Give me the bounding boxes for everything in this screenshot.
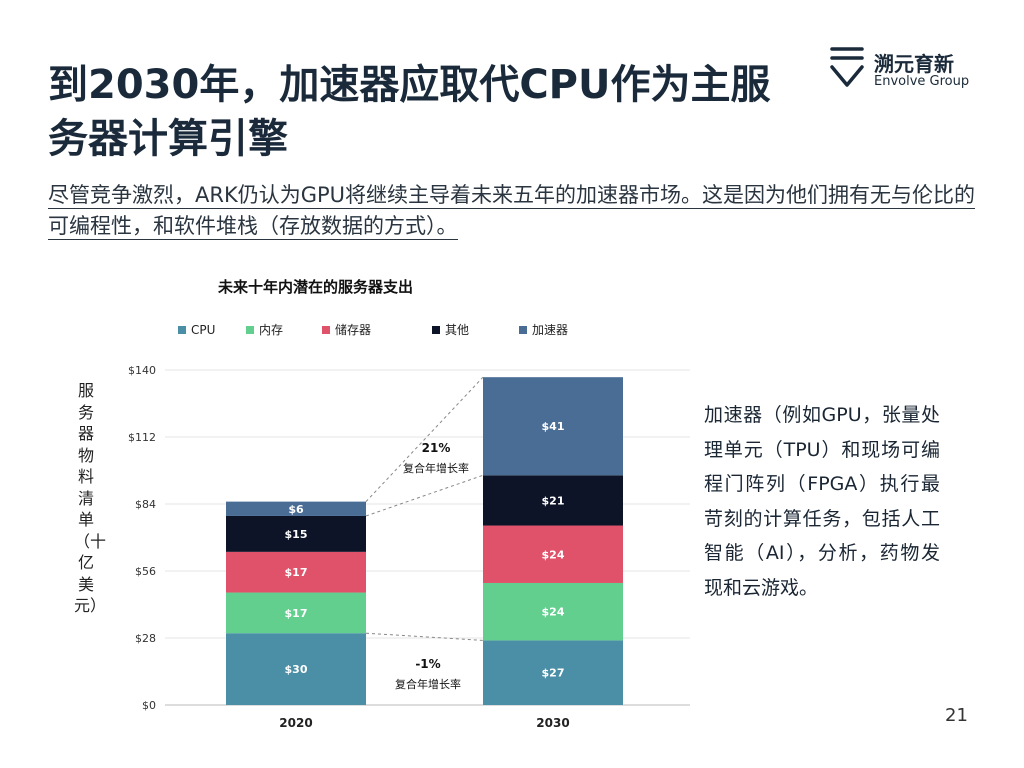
legend-label: 加速器 bbox=[532, 323, 568, 337]
legend-label: 储存器 bbox=[335, 322, 371, 337]
data-label: $17 bbox=[285, 607, 308, 620]
page-title: 到2030年，加速器应取代CPU作为主服 务器计算引擎 bbox=[48, 58, 808, 166]
legend-label: 其他 bbox=[445, 323, 469, 337]
logo-mark-icon bbox=[830, 47, 864, 87]
logo-name-en: Envolve Group bbox=[874, 74, 970, 89]
bar-segment bbox=[483, 377, 623, 476]
bar-segment bbox=[226, 551, 366, 593]
brand-logo: 溯元育新 Envolve Group bbox=[828, 42, 988, 98]
bar-segment bbox=[226, 515, 366, 552]
growth-connector bbox=[365, 376, 484, 502]
data-label: $30 bbox=[285, 663, 308, 676]
x-tick-label: 2020 bbox=[279, 716, 312, 730]
bar-segment bbox=[226, 592, 366, 634]
data-label: $15 bbox=[285, 528, 308, 541]
legend-swatch bbox=[178, 326, 186, 334]
legend-swatch bbox=[322, 326, 330, 334]
y-tick-label: $84 bbox=[135, 498, 156, 511]
bar-segment bbox=[483, 582, 623, 641]
growth-rate-caption: 复合年增长率 bbox=[395, 677, 461, 691]
growth-rate-label: -1% bbox=[415, 657, 440, 671]
legend-swatch bbox=[246, 326, 254, 334]
data-label: $6 bbox=[288, 503, 304, 516]
bar-segment bbox=[483, 475, 623, 526]
title-line-2: 务器计算引擎 bbox=[48, 116, 288, 162]
bar-segment bbox=[226, 633, 366, 705]
x-tick-label: 2030 bbox=[536, 716, 569, 730]
bar-segment bbox=[226, 501, 366, 516]
data-label: $17 bbox=[285, 566, 308, 579]
legend-label: 内存 bbox=[259, 323, 283, 337]
legend-label: CPU bbox=[191, 323, 215, 337]
growth-rate-caption: 复合年增长率 bbox=[403, 461, 469, 475]
page-number: 21 bbox=[945, 705, 968, 726]
y-tick-label: $0 bbox=[142, 699, 156, 712]
data-label: $27 bbox=[542, 667, 565, 680]
title-line-1: 到2030年，加速器应取代CPU作为主服 bbox=[48, 62, 771, 108]
y-tick-label: $140 bbox=[128, 364, 156, 377]
subtitle: 尽管竞争激烈，ARK仍认为GPU将继续主导着未来五年的加速器市场。这是因为他们拥… bbox=[48, 180, 978, 242]
description-text: 加速器（例如GPU，张量处理单元（TPU）和现场可编程门阵列（FPGA）执行最苛… bbox=[704, 404, 940, 599]
legend-swatch bbox=[432, 326, 440, 334]
growth-connector bbox=[365, 632, 484, 641]
y-tick-label: $56 bbox=[135, 565, 156, 578]
bar-segment bbox=[483, 525, 623, 583]
y-tick-label: $112 bbox=[128, 431, 156, 444]
bar-segment bbox=[483, 640, 623, 705]
data-label: $24 bbox=[542, 606, 565, 619]
data-label: $21 bbox=[542, 494, 565, 507]
growth-connector bbox=[365, 474, 484, 517]
chart-title: 未来十年内潜在的服务器支出 bbox=[218, 278, 414, 296]
legend-swatch bbox=[519, 326, 527, 334]
chart: $0 $28 $56 $84 $112 $140 CPU 内存 储存器 其他 加速器 $30 $17 $1… bbox=[128, 322, 690, 730]
logo-name-cn: 溯元育新 bbox=[874, 52, 954, 76]
chart-ylabel: 服务器物料清单（十亿美元） bbox=[74, 381, 107, 615]
growth-rate-label: 21% bbox=[422, 441, 451, 455]
subtitle-text: 尽管竞争激烈，ARK仍认为GPU将继续主导着未来五年的加速器市场。这是因为他们拥… bbox=[48, 183, 976, 240]
data-label: $41 bbox=[542, 420, 565, 433]
data-label: $24 bbox=[542, 548, 565, 561]
y-tick-label: $28 bbox=[135, 632, 156, 645]
